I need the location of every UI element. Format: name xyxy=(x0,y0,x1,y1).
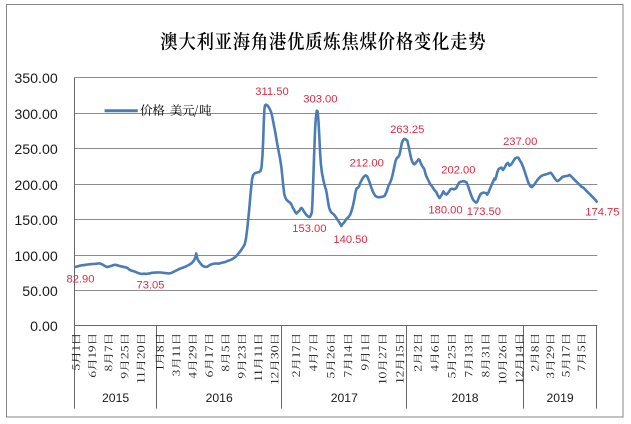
svg-text:237.00: 237.00 xyxy=(503,136,537,148)
svg-text:250.00: 250.00 xyxy=(14,142,58,158)
svg-text:2016: 2016 xyxy=(206,391,233,405)
svg-text:200.00: 200.00 xyxy=(14,178,58,194)
svg-text:2017: 2017 xyxy=(331,391,358,405)
svg-text:311.50: 311.50 xyxy=(255,86,288,98)
svg-text:150.00: 150.00 xyxy=(14,213,58,229)
svg-text:2018: 2018 xyxy=(451,391,478,405)
svg-text:100.00: 100.00 xyxy=(14,249,58,265)
svg-text:300.00: 300.00 xyxy=(14,107,58,123)
svg-text:153.00: 153.00 xyxy=(292,223,326,235)
svg-text:202.00: 202.00 xyxy=(441,165,475,177)
svg-text:174.75: 174.75 xyxy=(585,207,619,219)
svg-text:0.00: 0.00 xyxy=(30,319,58,335)
svg-text:350.00: 350.00 xyxy=(14,71,58,87)
svg-text:140.50: 140.50 xyxy=(333,234,367,246)
svg-text:173.50: 173.50 xyxy=(467,206,501,218)
svg-text:50.00: 50.00 xyxy=(22,284,58,300)
svg-text:212.00: 212.00 xyxy=(350,157,384,169)
svg-text:263.25: 263.25 xyxy=(390,124,424,136)
svg-text:180.00: 180.00 xyxy=(428,204,462,216)
svg-text:2015: 2015 xyxy=(102,391,129,405)
svg-text:303.00: 303.00 xyxy=(303,94,337,106)
svg-text:73.05: 73.05 xyxy=(137,279,165,291)
svg-text:82.90: 82.90 xyxy=(67,273,95,285)
svg-text:2019: 2019 xyxy=(547,391,574,405)
